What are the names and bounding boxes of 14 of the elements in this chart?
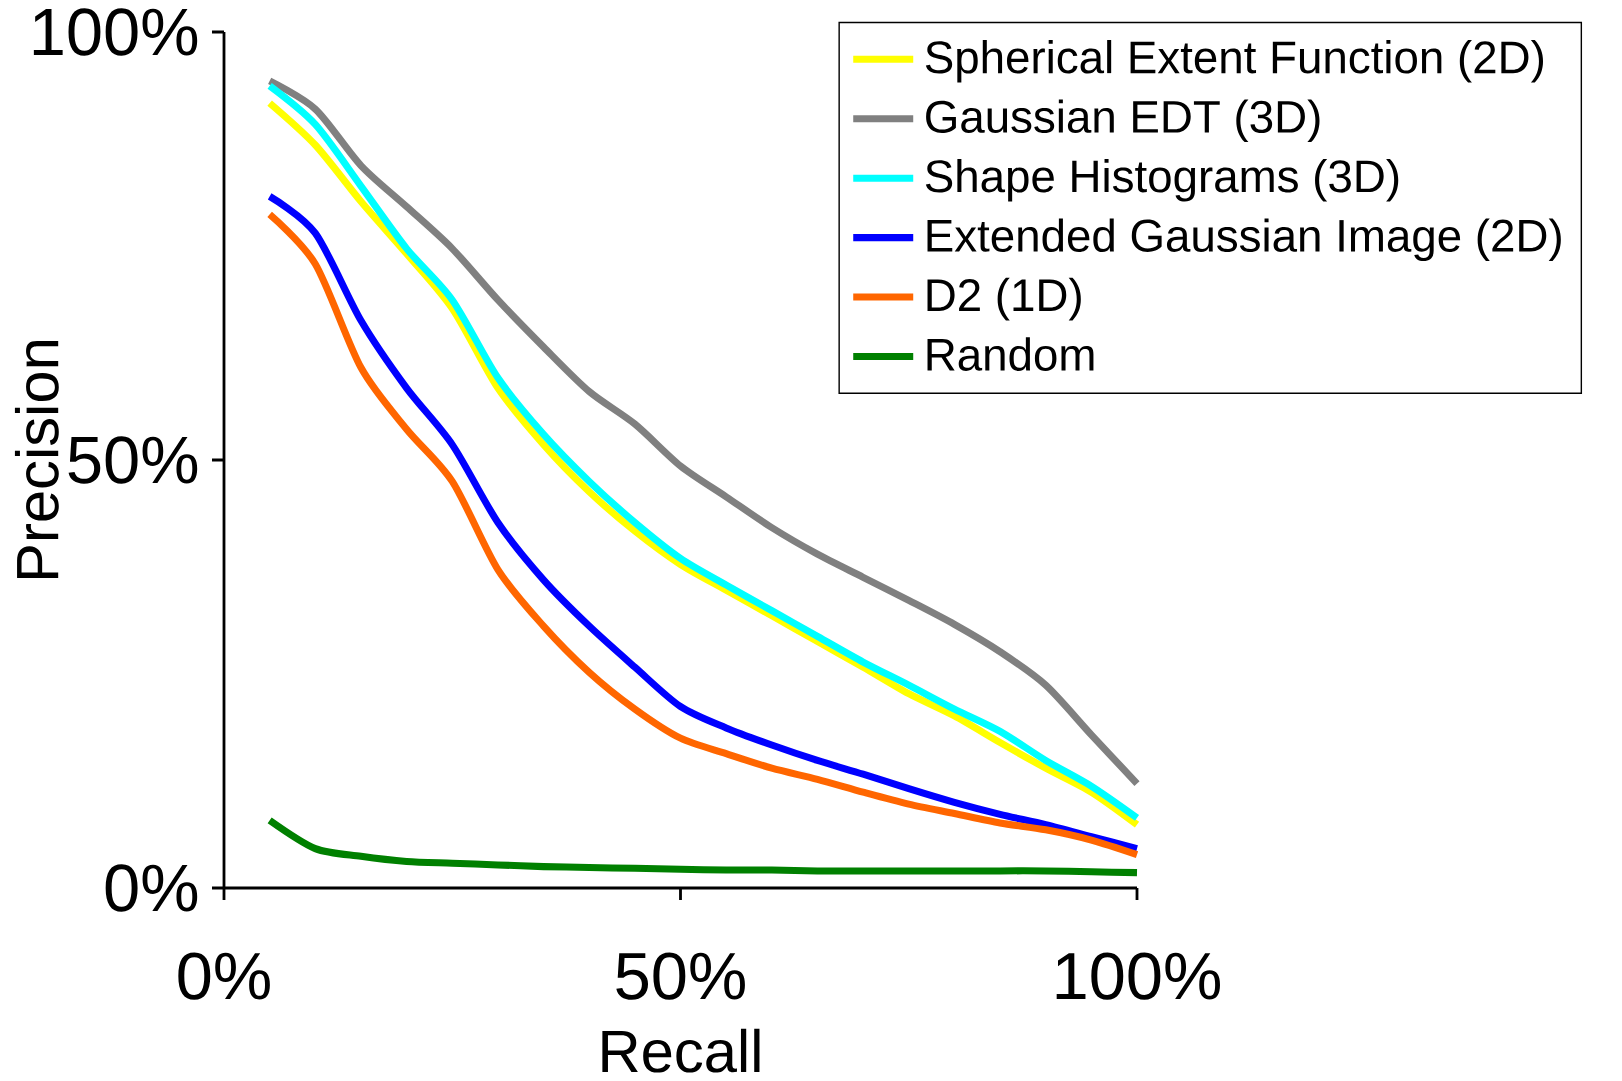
legend-label: Extended Gaussian Image (2D) [927, 218, 1561, 262]
x-tick-label: 50% [616, 952, 745, 1000]
y-tick-label: 0% [105, 864, 198, 912]
legend-label: Spherical Extent Function (2D) [925, 40, 1544, 83]
y-tick-label: 50% [68, 436, 198, 484]
y-axis-title: Precision [14, 341, 59, 578]
legend-label: Gaussian EDT (3D) [926, 99, 1320, 143]
legend-label: Random [927, 337, 1094, 371]
legend-label: Shape Histograms (3D) [925, 158, 1399, 202]
x-axis-title: Recall [602, 1028, 760, 1073]
x-tick-label: 100% [1056, 952, 1220, 1000]
legend-label: D2 (1D) [927, 277, 1081, 321]
y-tick-label: 100% [33, 8, 198, 56]
x-tick-label: 0% [178, 952, 270, 1000]
